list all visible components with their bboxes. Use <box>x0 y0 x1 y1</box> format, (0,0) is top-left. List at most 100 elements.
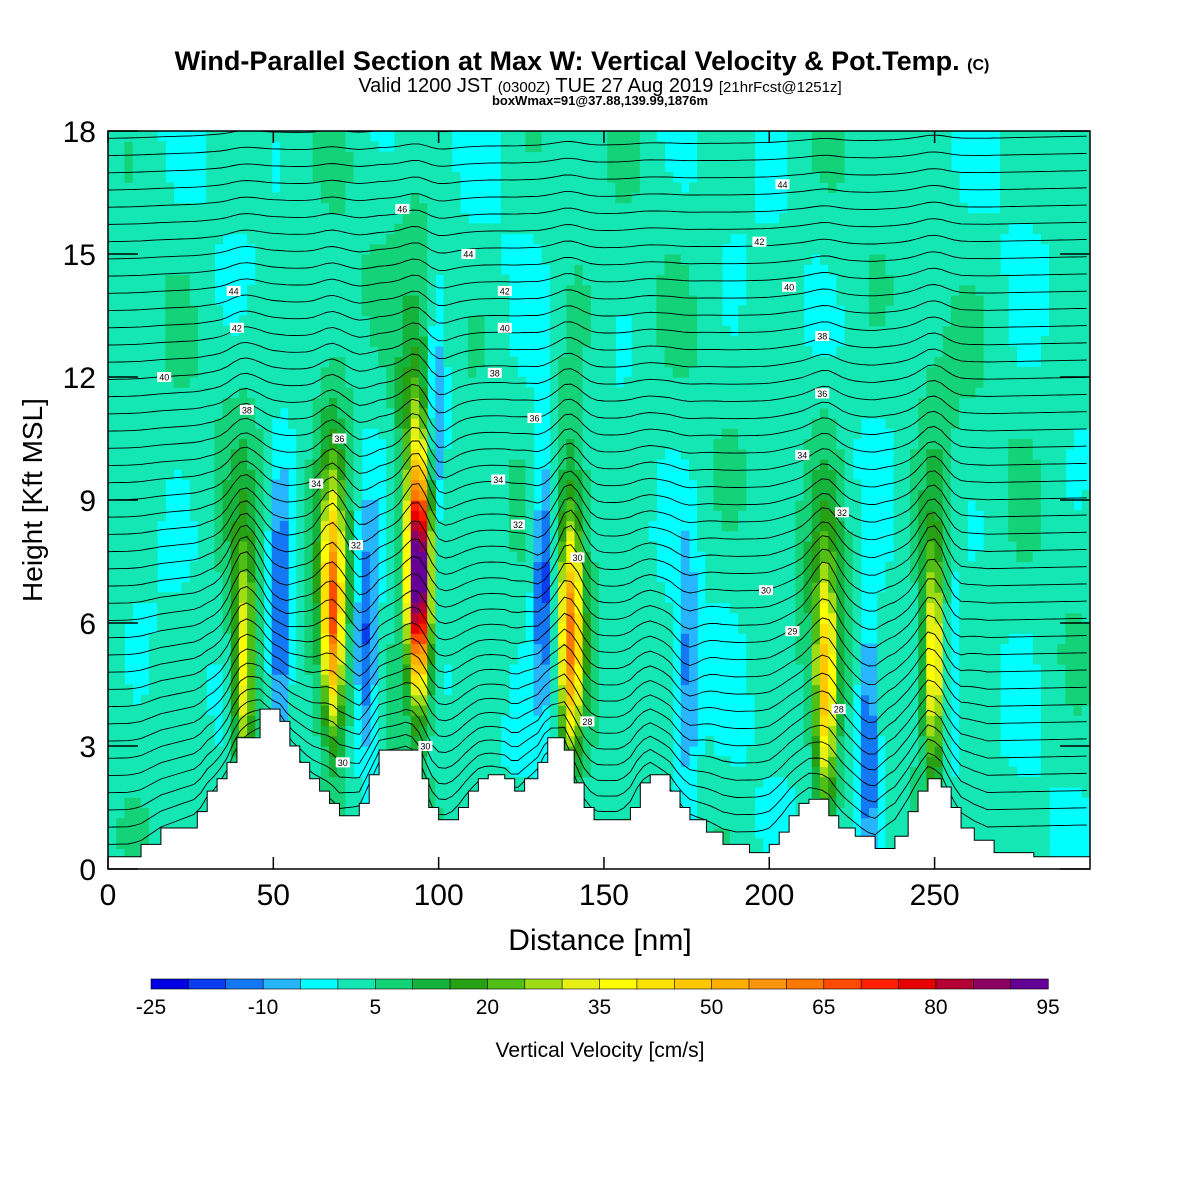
field-cell <box>337 766 346 778</box>
field-cell <box>419 746 428 757</box>
field-cell <box>689 735 698 747</box>
field-cell <box>386 612 395 624</box>
field-cell <box>206 612 215 624</box>
field-cell <box>754 694 764 706</box>
field-cell <box>304 131 314 142</box>
field-cell <box>443 223 453 235</box>
field-cell <box>574 612 584 624</box>
field-cell <box>476 325 486 337</box>
field-cell <box>689 428 698 440</box>
field-cell <box>230 161 240 173</box>
field-cell <box>238 151 248 163</box>
field-cell <box>369 561 379 573</box>
field-cell <box>631 438 641 450</box>
field-cell <box>639 674 649 686</box>
field-cell <box>599 592 608 604</box>
field-cell <box>369 264 379 276</box>
field-cell <box>558 448 567 460</box>
field-cell <box>689 366 698 378</box>
field-cell <box>124 428 134 440</box>
field-cell <box>116 510 125 522</box>
field-cell <box>484 356 494 368</box>
field-cell <box>607 336 616 347</box>
field-cell <box>369 284 379 296</box>
field-cell <box>689 602 698 614</box>
field-cell <box>599 428 608 440</box>
field-cell <box>746 664 756 675</box>
field-cell <box>738 582 747 593</box>
field-cell <box>222 151 232 163</box>
field-cell <box>697 356 706 368</box>
field-cell <box>189 325 199 337</box>
field-cell <box>402 479 412 491</box>
field-cell <box>402 315 412 327</box>
field-cell <box>214 510 224 522</box>
field-cell <box>582 746 592 757</box>
field-cell <box>713 489 723 501</box>
field-cell <box>198 264 207 276</box>
field-cell <box>394 705 404 716</box>
field-cell <box>468 366 477 378</box>
field-cell <box>189 643 199 655</box>
field-cell <box>337 735 346 747</box>
field-cell <box>468 520 477 532</box>
field-cell <box>664 438 674 450</box>
field-cell <box>484 510 494 522</box>
field-cell <box>255 305 265 317</box>
field-cell <box>427 582 436 593</box>
field-cell <box>148 295 158 306</box>
field-cell <box>140 141 150 153</box>
field-cell <box>435 756 445 768</box>
field-cell <box>116 223 125 235</box>
field-cell <box>124 602 134 614</box>
field-cell <box>410 131 420 142</box>
field-cell <box>459 223 469 235</box>
field-cell <box>198 561 207 573</box>
field-cell <box>271 213 281 224</box>
field-cell <box>108 500 117 511</box>
field-cell <box>116 612 125 624</box>
field-cell <box>590 776 600 788</box>
field-cell <box>623 387 633 399</box>
field-cell <box>402 592 412 604</box>
field-cell <box>599 571 608 583</box>
field-cell <box>198 797 207 809</box>
field-cell <box>517 582 526 593</box>
field-cell <box>705 202 715 214</box>
field-cell <box>746 500 756 511</box>
field-cell <box>754 459 764 470</box>
field-cell <box>337 151 346 163</box>
field-cell <box>590 336 600 347</box>
field-cell <box>639 202 649 214</box>
field-cell <box>705 346 715 358</box>
field-cell <box>108 653 117 665</box>
field-cell <box>108 315 117 327</box>
field-cell <box>476 612 486 624</box>
field-cell <box>206 541 215 552</box>
field-cell <box>271 305 281 317</box>
field-cell <box>549 407 559 419</box>
field-cell <box>648 223 657 235</box>
field-cell <box>345 264 355 276</box>
field-cell <box>713 202 723 214</box>
field-cell <box>689 254 698 265</box>
field-cell <box>148 274 158 286</box>
field-cell <box>247 305 256 317</box>
field-cell <box>500 295 510 306</box>
field-cell <box>419 243 428 255</box>
field-cell <box>189 653 199 665</box>
field-cell <box>721 776 731 788</box>
field-cell <box>451 541 461 552</box>
field-cell <box>599 264 608 276</box>
field-cell <box>631 356 641 368</box>
field-cell <box>116 766 125 778</box>
field-cell <box>492 254 502 265</box>
field-cell <box>419 213 428 224</box>
field-cell <box>738 213 747 224</box>
field-cell <box>361 131 371 142</box>
field-cell <box>337 684 346 696</box>
field-cell <box>607 356 616 368</box>
field-cell <box>304 295 314 306</box>
field-cell <box>468 223 477 235</box>
field-cell <box>214 141 224 153</box>
